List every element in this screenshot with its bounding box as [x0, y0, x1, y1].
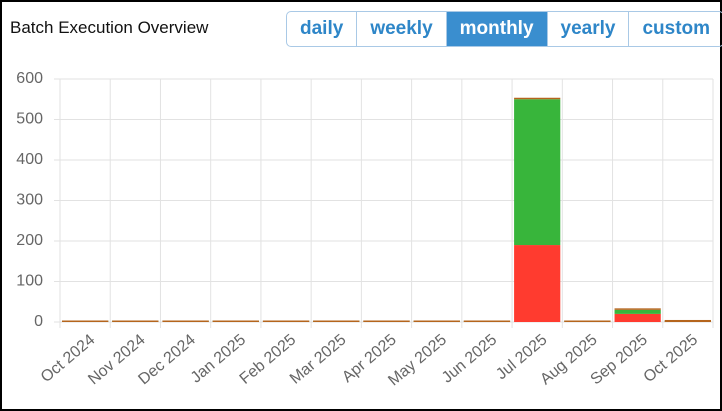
y-tick-label: 400 [16, 151, 43, 168]
y-tick-label: 600 [16, 70, 43, 87]
bar-segment [262, 320, 310, 322]
x-tick-label: Oct 2025 [640, 331, 701, 386]
bar-segment [162, 320, 209, 322]
x-tick-label: Sep 2025 [588, 331, 651, 388]
bar-segment [463, 320, 511, 322]
bar-segment [514, 245, 561, 322]
bar-segment [664, 319, 711, 322]
period-button[interactable]: custom [628, 12, 722, 46]
y-tick-label: 100 [16, 273, 43, 290]
period-button[interactable]: daily [300, 18, 344, 39]
y-tick-label: 200 [16, 232, 43, 249]
bar-segment [363, 320, 410, 322]
x-tick-label: Mar 2025 [287, 331, 350, 388]
x-tick-label: Jun 2025 [439, 331, 500, 386]
widget-title: Batch Execution Overview [10, 18, 209, 37]
y-tick-label: 0 [34, 313, 43, 330]
y-tick-label: 300 [16, 192, 43, 209]
period-button[interactable]: weekly [356, 12, 445, 46]
bar-segment [313, 320, 360, 322]
x-tick-label: Dec 2024 [135, 331, 198, 388]
bar-segment [514, 97, 561, 100]
bar-segment [112, 320, 159, 322]
bar-segment [614, 313, 661, 322]
period-button[interactable]: monthly [445, 12, 547, 46]
y-tick-label: 500 [16, 111, 43, 128]
period-selector: daily weekly monthly yearly custom [286, 11, 722, 47]
bar-segment [212, 320, 259, 322]
bar-segment [564, 320, 611, 322]
period-button[interactable]: yearly [546, 12, 629, 46]
bar-segment [614, 308, 661, 310]
bar-segment [514, 99, 561, 246]
bar-segment [413, 320, 460, 322]
bar-segment [614, 309, 661, 314]
bar-segment [62, 320, 109, 322]
